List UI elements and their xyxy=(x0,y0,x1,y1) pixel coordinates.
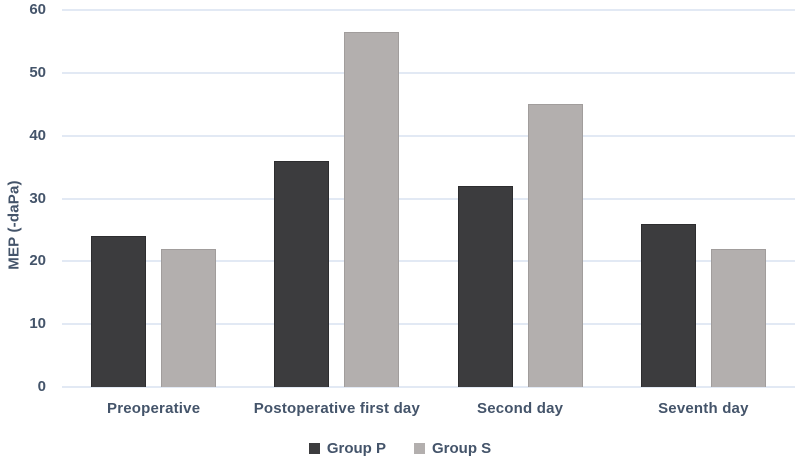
bar-group-p xyxy=(274,160,330,387)
legend-swatch-icon xyxy=(414,443,425,454)
legend-label: Group S xyxy=(432,440,492,457)
bar-groups xyxy=(62,10,795,387)
bar-group xyxy=(612,10,795,387)
bar-group-p xyxy=(457,185,513,387)
gridline-40 xyxy=(62,134,795,137)
bar-group-p xyxy=(91,236,147,387)
gridline-10 xyxy=(62,323,795,326)
x-axis-label: Seventh day xyxy=(658,400,749,417)
bar-group-s xyxy=(527,104,583,387)
bar-group xyxy=(429,10,612,387)
plot-area xyxy=(62,9,795,388)
y-tick-label-60: 60 xyxy=(29,1,46,18)
gridline-30 xyxy=(62,197,795,200)
y-tick-label-30: 30 xyxy=(29,189,46,207)
legend-item-group-p: Group P xyxy=(308,440,386,457)
gridline-50 xyxy=(62,71,795,74)
bar-group xyxy=(62,10,245,387)
legend: Group P Group S xyxy=(0,440,800,457)
y-axis: 0 10 20 30 40 50 60 xyxy=(0,1,52,395)
bar-group xyxy=(245,10,428,387)
bar-group-p xyxy=(640,223,696,387)
y-tick-label-10: 10 xyxy=(29,315,46,333)
bar-group-s xyxy=(161,248,217,387)
legend-label: Group P xyxy=(326,440,386,457)
bar-group-s xyxy=(710,248,766,387)
x-axis-labels: Preoperative Postoperative first day Secon… xyxy=(62,400,795,417)
y-tick-label-20: 20 xyxy=(29,252,46,270)
x-axis-label: Second day xyxy=(477,400,564,417)
y-tick-label-50: 50 xyxy=(29,63,46,81)
y-tick-label-40: 40 xyxy=(29,126,46,144)
legend-item-group-s: Group S xyxy=(414,440,491,457)
bar-group-s xyxy=(344,32,400,387)
x-axis-label: Postoperative first day xyxy=(253,400,421,417)
gridline-0 xyxy=(62,386,795,388)
x-axis-label: Preoperative xyxy=(106,400,201,417)
gridline-60 xyxy=(62,9,795,11)
legend-swatch-icon xyxy=(308,443,320,454)
y-tick-label-0: 0 xyxy=(37,378,46,395)
gridline-20 xyxy=(62,260,795,263)
